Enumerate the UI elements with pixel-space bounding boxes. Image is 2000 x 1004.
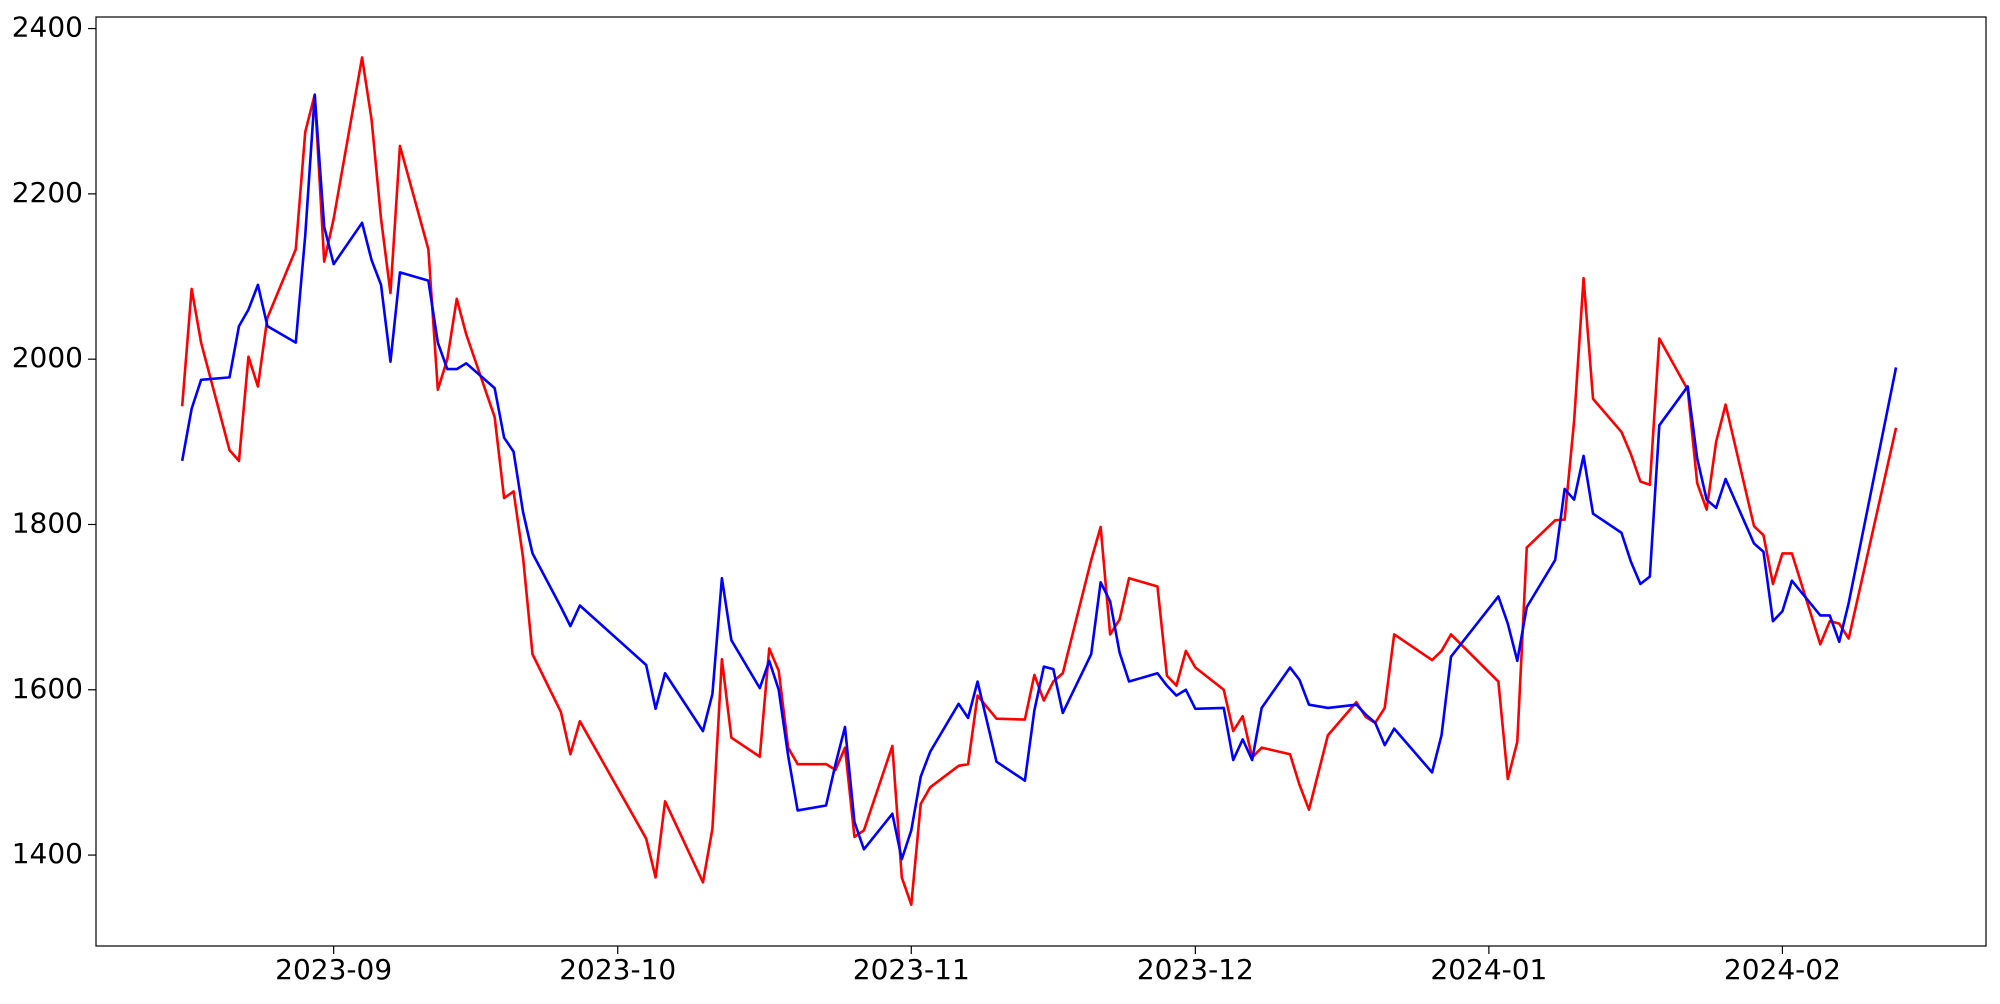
- x-tick-label: 2023-10: [559, 953, 676, 986]
- y-tick-label: 1400: [12, 837, 83, 870]
- y-tick-label: 2400: [12, 11, 83, 44]
- plot-frame: [95, 16, 1987, 947]
- x-tick-label: 2024-02: [1724, 953, 1841, 986]
- y-tick-label: 1600: [12, 672, 83, 705]
- y-tick-label: 2200: [12, 176, 83, 209]
- y-tick-label: 1800: [12, 506, 83, 539]
- series-line: [180, 93, 1898, 861]
- x-tick-label: 2024-01: [1430, 953, 1547, 986]
- x-tick-label: 2023-11: [853, 953, 970, 986]
- x-tick-label: 2023-12: [1137, 953, 1254, 986]
- y-tick-label: 2000: [12, 341, 83, 374]
- x-tick-label: 2023-09: [275, 953, 392, 986]
